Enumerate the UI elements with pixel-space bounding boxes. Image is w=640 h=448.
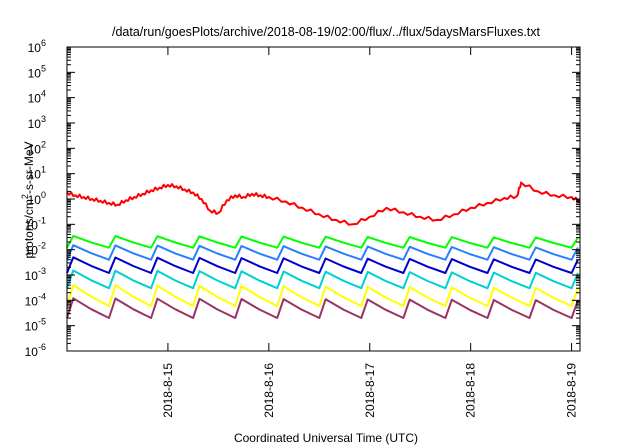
y-tick-label: 10-1 xyxy=(25,215,46,232)
y-axis: 10-610-510-410-310-210-11001011021031041… xyxy=(25,38,580,359)
y-tick-exp: 2 xyxy=(41,139,46,149)
y-tick-exp: 6 xyxy=(41,38,46,48)
y-tick-exp: -4 xyxy=(38,291,46,301)
x-axis: 2018-8-15 2018-8-16 2018-8-17 2018-8-18 2018… xyxy=(161,47,579,418)
y-tick-label: 10-3 xyxy=(25,266,46,283)
y-tick-base: 10 xyxy=(25,269,39,283)
y-axis-label-suffix: -s-sr-MeV xyxy=(22,141,36,194)
y-tick-label: 10-4 xyxy=(25,291,46,308)
y-axis-label-prefix: protons/cm xyxy=(22,199,36,258)
x-tick-label: 2018-8-17 xyxy=(363,363,377,418)
y-tick-base: 10 xyxy=(28,66,42,80)
y-tick-exp: -3 xyxy=(38,266,46,276)
x-tick-label: 2018-8-19 xyxy=(565,363,579,418)
y-tick-label: 104 xyxy=(28,89,46,106)
series-line-7 xyxy=(66,297,579,319)
y-tick-exp: 1 xyxy=(41,165,46,175)
x-tick-label: 2018-8-16 xyxy=(262,363,276,418)
y-tick-base: 10 xyxy=(28,168,42,182)
y-tick-base: 10 xyxy=(28,142,42,156)
series-line-4 xyxy=(66,256,579,274)
y-tick-label: 102 xyxy=(28,139,46,156)
x-tick-label: 2018-8-18 xyxy=(464,363,478,418)
chart-title: /data/run/goesPlots/archive/2018-08-19/0… xyxy=(112,25,541,39)
series-line-2 xyxy=(66,234,579,249)
y-axis-label: protons/cm2-s-sr-MeV xyxy=(20,141,36,258)
y-tick-label: 106 xyxy=(28,38,46,55)
x-axis-label: Coordinated Universal Time (UTC) xyxy=(234,431,418,445)
series-line-1 xyxy=(66,181,581,226)
y-tick-label: 10-2 xyxy=(25,241,46,258)
y-tick-base: 10 xyxy=(25,345,39,359)
y-tick-exp: -5 xyxy=(38,317,46,327)
plot-area xyxy=(66,181,581,319)
y-tick-exp: 4 xyxy=(41,89,46,99)
y-tick-base: 10 xyxy=(25,218,39,232)
y-tick-label: 10-6 xyxy=(25,342,46,359)
y-tick-exp: 0 xyxy=(41,190,46,200)
y-tick-label: 105 xyxy=(28,63,46,80)
y-tick-exp: -1 xyxy=(38,215,46,225)
y-tick-label: 100 xyxy=(28,190,46,207)
y-tick-base: 10 xyxy=(28,193,42,207)
y-tick-exp: -2 xyxy=(38,241,46,251)
x-tick-label: 2018-8-15 xyxy=(161,363,175,418)
series-line-3 xyxy=(66,244,579,261)
series-line-5 xyxy=(66,269,579,290)
y-tick-exp: 5 xyxy=(41,63,46,73)
y-tick-base: 10 xyxy=(28,117,42,131)
y-tick-base: 10 xyxy=(25,320,39,334)
y-tick-base: 10 xyxy=(28,92,42,106)
y-tick-base: 10 xyxy=(25,244,39,258)
y-tick-base: 10 xyxy=(25,294,39,308)
y-tick-label: 101 xyxy=(28,165,46,182)
y-tick-label: 103 xyxy=(28,114,46,131)
y-tick-label: 10-5 xyxy=(25,317,46,334)
y-tick-exp: 3 xyxy=(41,114,46,124)
y-tick-base: 10 xyxy=(28,41,42,55)
series-line-6 xyxy=(66,284,579,307)
y-tick-exp: -6 xyxy=(38,342,46,352)
y-axis-label-sup: 2 xyxy=(20,194,30,199)
